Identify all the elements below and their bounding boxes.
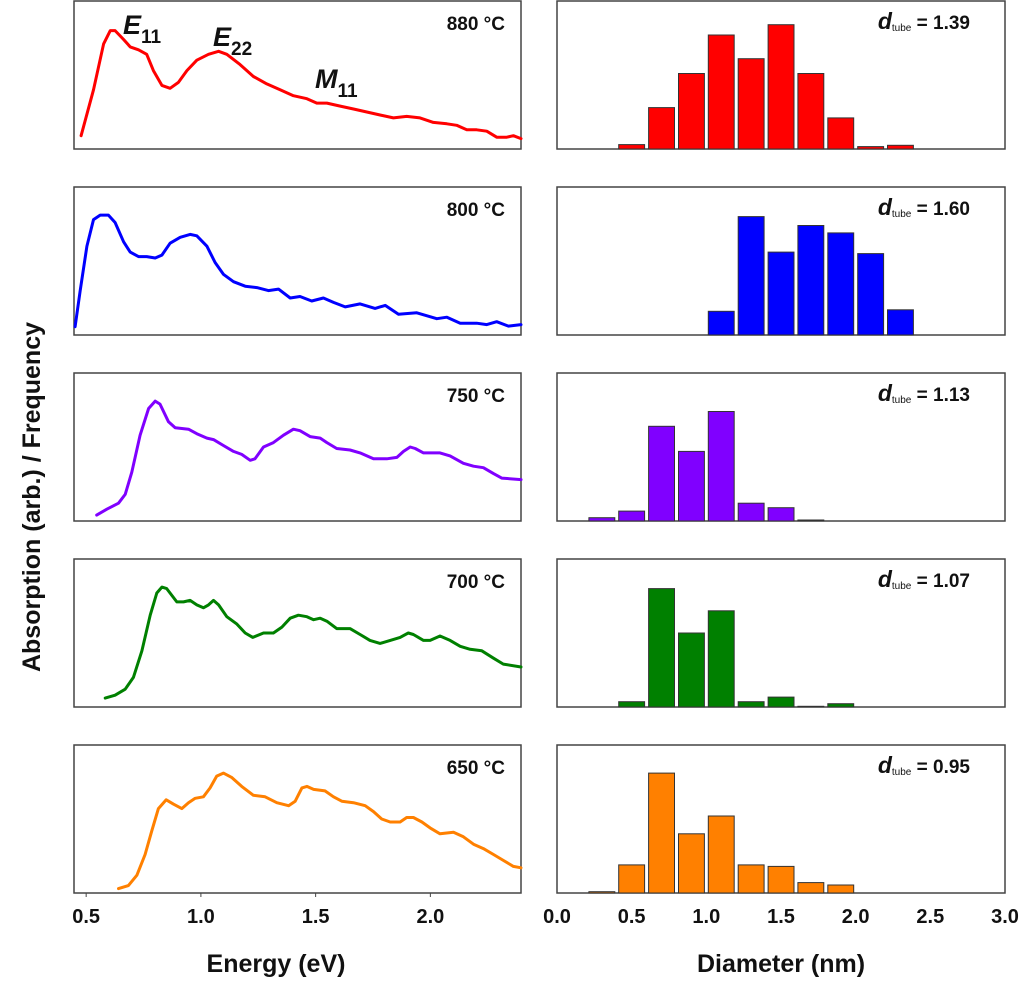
histogram-bar [648, 107, 675, 150]
histogram-bar [618, 864, 646, 894]
histogram-bar [887, 309, 914, 336]
absorption-curve-700 [103, 585, 523, 700]
x-tick-label-diameter: 1.0 [692, 906, 720, 928]
x-tick-label-diameter: 2.0 [842, 906, 870, 928]
mean-diameter-label: dtube = 1.07 [878, 566, 970, 592]
temperature-label: 800 °C [447, 200, 506, 221]
spectrum-panel-frame [73, 0, 522, 150]
spectrum-panel-frame [73, 186, 522, 336]
x-tick-label-energy: 1.0 [187, 906, 215, 928]
histogram-bar [797, 225, 825, 336]
histogram-bar [797, 705, 825, 708]
temperature-label: 700 °C [447, 572, 506, 593]
histogram-bar [707, 310, 735, 336]
histogram-bar [648, 425, 675, 522]
histogram-bar [767, 251, 795, 336]
mean-diameter-label: dtube = 1.39 [878, 8, 970, 34]
y-axis-label: Absorption (arb.) / Frequency [18, 322, 46, 672]
x-tick-label-energy: 0.5 [72, 906, 100, 928]
histogram-bar [767, 24, 795, 150]
histogram-bar [678, 632, 705, 708]
mean-diameter-label: dtube = 1.60 [878, 194, 970, 220]
histogram-bar [707, 411, 735, 522]
x-tick-label-energy: 2.0 [416, 906, 444, 928]
histogram-bar [648, 588, 675, 708]
histogram-bar [737, 502, 765, 522]
histogram-bar [737, 216, 765, 336]
spectrum-panel-frame [73, 372, 522, 522]
peak-label-e11: E11 [123, 10, 162, 48]
histogram-bar [588, 517, 616, 522]
histogram-bar [767, 507, 795, 522]
x-tick-label-diameter: 0.0 [543, 906, 571, 928]
histogram-bar [737, 58, 765, 150]
x-tick-label-diameter: 1.5 [767, 906, 795, 928]
histogram-bar [707, 815, 735, 894]
histogram-bar [618, 510, 646, 522]
absorption-curve-880 [79, 29, 523, 141]
histogram-bar [827, 703, 855, 708]
absorption-curve-750 [95, 399, 523, 517]
histogram-bar [887, 144, 914, 150]
histogram-bar [648, 772, 675, 894]
histogram-bar [827, 884, 855, 894]
temperature-label: 880 °C [447, 14, 506, 35]
histogram-bar [827, 117, 855, 150]
histogram-bar [857, 253, 885, 336]
x-axis-label-energy: Energy (eV) [207, 950, 346, 978]
histogram-bar [797, 519, 825, 522]
peak-label-e22: E22 [213, 22, 252, 60]
temperature-label: 750 °C [447, 386, 506, 407]
histogram-bar [737, 864, 765, 894]
histogram-bar [618, 701, 646, 708]
absorption-curve-800 [73, 213, 523, 329]
x-tick-label-diameter: 3.0 [991, 906, 1019, 928]
x-tick-label-energy: 1.5 [302, 906, 330, 928]
mean-diameter-label: dtube = 1.13 [878, 380, 970, 406]
histogram-bar [678, 833, 705, 894]
absorption-curve-650 [117, 771, 523, 891]
histogram-bar [797, 882, 825, 894]
temperature-label: 650 °C [447, 758, 506, 779]
spectrum-panel-frame [73, 558, 522, 708]
histogram-bar [767, 696, 795, 708]
x-axis-label-diameter: Diameter (nm) [697, 950, 865, 978]
histogram-bar [797, 73, 825, 150]
histogram-bar [618, 144, 646, 150]
histogram-bar [707, 610, 735, 708]
histogram-bar [767, 865, 795, 894]
histogram-bar [737, 701, 765, 708]
histogram-bar [707, 34, 735, 150]
histogram-bar [678, 450, 705, 522]
histogram-bar [857, 146, 885, 150]
histogram-bar [827, 232, 855, 336]
histogram-bar [588, 891, 616, 894]
x-tick-label-diameter: 0.5 [618, 906, 646, 928]
mean-diameter-label: dtube = 0.95 [878, 752, 971, 778]
x-tick-label-diameter: 2.5 [916, 906, 944, 928]
peak-label-m11: M11 [315, 64, 358, 102]
histogram-bar [678, 73, 705, 150]
spectrum-panel-frame [73, 744, 522, 894]
